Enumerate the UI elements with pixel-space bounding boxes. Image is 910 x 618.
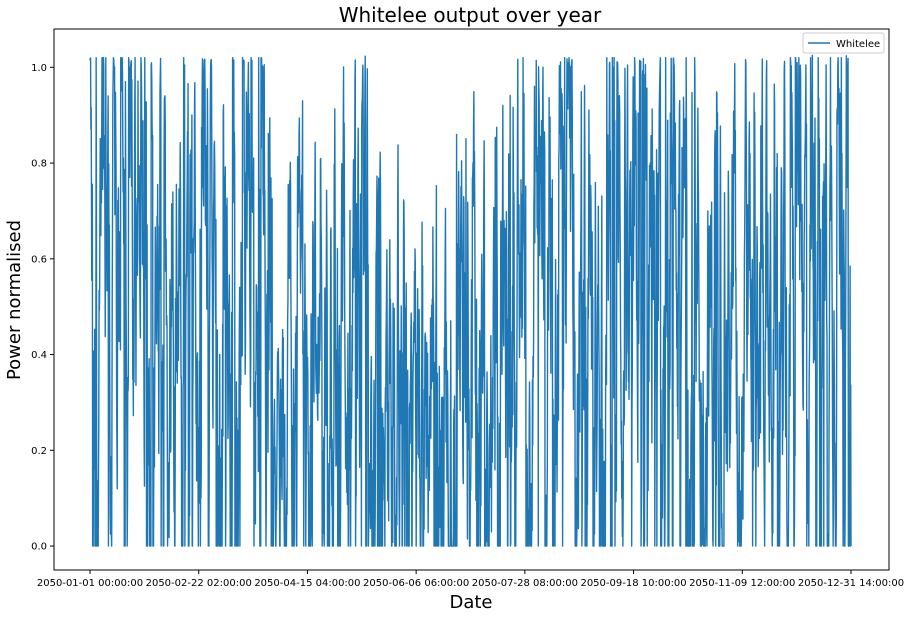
y-tick-label: 0.4 xyxy=(31,350,47,361)
x-tick-label: 2050-02-22 02:00:00 xyxy=(146,578,252,589)
x-tick-label: 2050-01-01 00:00:00 xyxy=(37,578,143,589)
y-axis-label: Power normalised xyxy=(4,220,25,380)
y-tick-label: 0.8 xyxy=(31,159,47,170)
x-tick-label: 2050-11-09 12:00:00 xyxy=(689,578,795,589)
legend: Whitelee xyxy=(802,32,885,54)
series-group xyxy=(89,54,852,547)
y-tick-label: 0.0 xyxy=(31,542,47,553)
series-line-whitelee xyxy=(89,54,852,547)
x-tick-label: 2050-12-31 14:00:00 xyxy=(798,578,904,589)
x-tick-label: 2050-09-18 10:00:00 xyxy=(580,578,686,589)
chart-title: Whitelee output over year xyxy=(339,3,602,27)
axes-frame xyxy=(53,28,890,571)
legend-label: Whitelee xyxy=(836,39,880,50)
x-axis: 2050-01-01 00:00:00 2050-02-22 02:00:00 20… xyxy=(37,570,904,589)
y-tick-label: 0.2 xyxy=(31,446,47,457)
x-tick-label: 2050-06-06 06:00:00 xyxy=(363,578,469,589)
x-tick-label: 2050-04-15 04:00:00 xyxy=(254,578,360,589)
plot-area xyxy=(53,28,890,571)
y-tick-label: 0.6 xyxy=(31,254,47,265)
y-tick-label: 1.0 xyxy=(31,63,47,74)
x-axis-label: Date xyxy=(449,592,492,613)
y-axis: 0.0 0.2 0.4 0.6 0.8 1.0 xyxy=(31,63,54,553)
x-tick-label: 2050-07-28 08:00:00 xyxy=(472,578,578,589)
legend-box xyxy=(802,32,885,54)
